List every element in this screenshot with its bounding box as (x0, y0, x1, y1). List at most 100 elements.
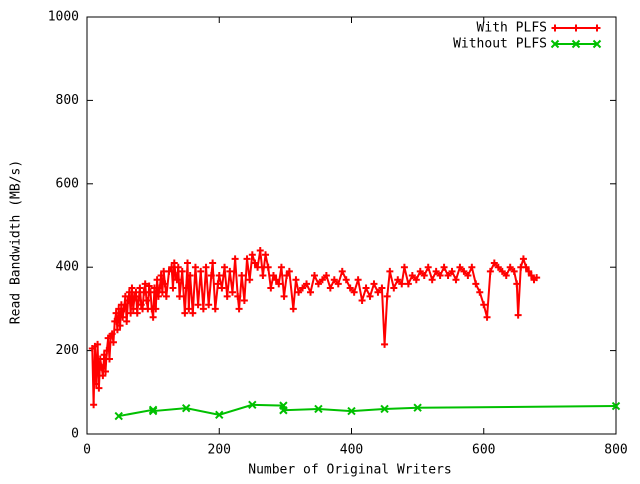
data-point (424, 263, 432, 271)
data-point (476, 288, 484, 296)
data-point (172, 272, 180, 280)
data-point (490, 259, 498, 267)
data-point (342, 276, 350, 284)
data-point (214, 280, 222, 288)
data-point (156, 284, 164, 292)
data-point (170, 259, 178, 267)
y-tick-label: 200 (56, 343, 79, 358)
data-point (184, 259, 192, 267)
data-point (114, 411, 123, 421)
data-point (383, 292, 391, 300)
data-point (109, 338, 117, 346)
data-point (498, 267, 506, 275)
data-point (460, 267, 468, 275)
data-point (243, 255, 251, 263)
data-point (275, 280, 283, 288)
data-point (197, 267, 205, 275)
data-point (280, 292, 288, 300)
data-point (131, 292, 139, 300)
data-point (436, 272, 444, 280)
x-tick-label: 800 (604, 443, 627, 458)
data-point (90, 401, 98, 409)
data-point (168, 263, 176, 271)
data-point (408, 272, 416, 280)
data-point (111, 317, 119, 325)
data-point (398, 280, 406, 288)
data-point (381, 340, 389, 348)
y-tick-label: 400 (56, 260, 79, 275)
data-point (120, 305, 128, 313)
data-point (194, 301, 202, 309)
data-point (174, 263, 182, 271)
data-point (121, 292, 129, 300)
data-point (234, 292, 242, 300)
x-tick-label: 0 (83, 443, 91, 458)
data-point (519, 255, 527, 263)
data-point (400, 263, 408, 271)
data-point (238, 272, 246, 280)
data-point (307, 288, 315, 296)
data-point (240, 297, 248, 305)
data-point (611, 401, 621, 411)
data-point (452, 276, 460, 284)
data-point (262, 251, 270, 259)
data-point (472, 280, 480, 288)
data-point (514, 311, 522, 319)
data-point (223, 292, 231, 300)
data-point (149, 313, 157, 321)
data-point (189, 309, 197, 317)
data-point (152, 305, 160, 313)
data-point (140, 288, 148, 296)
data-point (94, 340, 102, 348)
data-point (218, 284, 226, 292)
data-point (483, 313, 491, 321)
data-point (256, 247, 264, 255)
legend-marker (551, 24, 601, 32)
data-point (289, 305, 297, 313)
data-point (416, 267, 424, 275)
data-point (154, 292, 162, 300)
data-point (113, 326, 121, 334)
data-point (413, 403, 422, 412)
data-point (506, 263, 514, 271)
x-tick-label: 400 (340, 443, 363, 458)
data-point (215, 410, 224, 420)
y-tick-label: 1000 (48, 10, 79, 25)
data-point (148, 406, 158, 416)
data-point (420, 272, 428, 280)
data-point (380, 404, 389, 414)
data-point (285, 267, 293, 275)
data-point (299, 284, 307, 292)
data-point (248, 400, 257, 410)
data-point (209, 259, 217, 267)
legend-label: Without PLFS (453, 37, 547, 52)
data-point (486, 267, 494, 275)
data-point (432, 267, 440, 275)
data-point (412, 276, 420, 284)
data-point (95, 384, 103, 392)
data-point (264, 263, 272, 271)
data-point (98, 363, 106, 371)
data-point (161, 280, 169, 288)
data-point (322, 272, 330, 280)
data-point (92, 380, 100, 388)
data-point (370, 280, 378, 288)
data-point (100, 351, 108, 359)
data-point (386, 267, 394, 275)
data-point (366, 292, 374, 300)
data-point (378, 284, 386, 292)
data-point (251, 259, 259, 267)
data-point (158, 288, 166, 296)
data-point (129, 305, 137, 313)
data-point (153, 276, 161, 284)
data-point (124, 297, 132, 305)
data-point (259, 272, 267, 280)
data-point (404, 280, 412, 288)
data-point (226, 267, 234, 275)
data-point (494, 263, 502, 271)
data-point (464, 272, 472, 280)
data-point (127, 309, 135, 317)
data-point (169, 284, 177, 292)
